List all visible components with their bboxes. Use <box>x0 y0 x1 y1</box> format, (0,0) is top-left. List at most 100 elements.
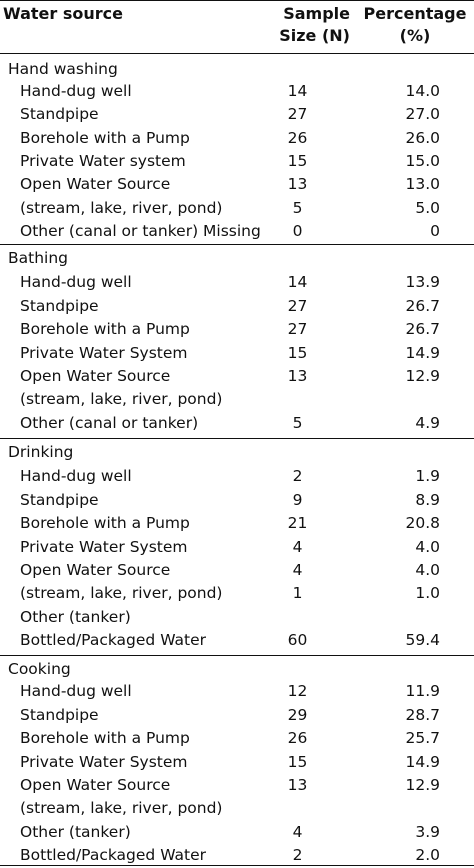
table-row: Private Water System 15 14.9 <box>0 342 474 365</box>
row-percentage: 0 <box>430 222 440 241</box>
row-sample-size: 2 <box>292 846 303 865</box>
row-label: Hand-dug well <box>20 273 132 292</box>
table-row: Private Water System 15 14.9 <box>0 751 474 774</box>
row-percentage: 20.8 <box>405 514 440 533</box>
row-sample-size: 60 <box>287 631 308 650</box>
row-percentage: 4.0 <box>415 537 440 556</box>
section-title: Bathing <box>8 249 69 267</box>
row-percentage: 14.0 <box>405 81 440 100</box>
row-label: Hand-dug well <box>20 467 132 486</box>
row-label: Other (canal or tanker) <box>20 413 199 432</box>
row-sample-size: 14 <box>287 273 308 292</box>
row-sample-size: 0 <box>292 222 303 241</box>
row-label: Standpipe <box>20 105 99 124</box>
row-percentage: 14.9 <box>405 343 440 362</box>
row-label: Private Water System <box>20 752 188 771</box>
table-row: Borehole with a Pump 27 26.7 <box>0 318 474 341</box>
row-label: Private Water System <box>20 537 188 556</box>
table-row: Bottled/Packaged Water 2 2.0 <box>0 844 474 867</box>
table-row: Standpipe 27 26.7 <box>0 295 474 318</box>
table-header: Water source Sample Size (N) Percentage … <box>0 0 474 54</box>
table-row: Hand-dug well 12 11.9 <box>0 680 474 703</box>
row-percentage: 3.9 <box>415 822 440 841</box>
row-percentage: 11.9 <box>405 682 440 701</box>
table-row: Other (canal or tanker) 5 4.9 <box>0 412 474 435</box>
table-row: Standpipe 27 27.0 <box>0 103 474 126</box>
section-title: Hand washing <box>8 60 118 78</box>
row-label: Open Water Source <box>20 776 171 794</box>
row-percentage: 15.0 <box>405 151 440 170</box>
section-bathing: Bathing Hand-dug well 14 13.9 Standpipe … <box>0 244 474 432</box>
section-cooking: Cooking Hand-dug well 12 11.9 Standpipe … <box>0 655 474 864</box>
row-percentage: 12.9 <box>405 776 440 794</box>
row-sample-size: 2 <box>292 467 303 486</box>
row-label: Standpipe <box>20 490 99 509</box>
row-label: Hand-dug well <box>20 682 132 701</box>
row-label: Other (canal or tanker) Missing <box>20 222 261 241</box>
row-sample-size: 27 <box>287 105 308 124</box>
row-sample-size: 5 <box>292 413 303 432</box>
row-sample-size: 14 <box>287 81 308 100</box>
row-label: Bottled/Packaged Water <box>20 631 207 650</box>
section-title: Drinking <box>8 443 74 461</box>
table-row: Open Water Source 4 4.0 <box>0 559 474 582</box>
row-percentage: 13.0 <box>405 175 440 194</box>
row-sample-size: 4 <box>292 822 303 841</box>
row-label: Borehole with a Pump <box>20 729 190 748</box>
row-label: Standpipe <box>20 296 99 315</box>
row-label: (stream, lake, river, pond) <box>20 584 223 603</box>
table-row: Open Water Source 13 13.0 <box>0 173 474 196</box>
section-title: Cooking <box>8 660 71 678</box>
row-label: Borehole with a Pump <box>20 128 190 147</box>
row-percentage: 12.9 <box>405 367 440 385</box>
row-percentage: 14.9 <box>405 752 440 771</box>
row-label: Other (tanker) <box>20 822 131 841</box>
row-label: Bottled/Packaged Water <box>20 846 207 865</box>
row-label: Private Water system <box>20 151 186 170</box>
row-percentage: 25.7 <box>405 729 440 748</box>
table-row: (stream, lake, river, pond) 5 5.0 <box>0 197 474 220</box>
row-percentage: 28.7 <box>405 705 440 724</box>
row-percentage: 13.9 <box>405 273 440 292</box>
table-row: Private Water System 4 4.0 <box>0 536 474 559</box>
row-label: Open Water Source <box>20 367 171 385</box>
row-percentage: 8.9 <box>415 490 440 509</box>
row-percentage: 26.7 <box>405 320 440 339</box>
row-sample-size: 13 <box>287 367 308 385</box>
table-row: Borehole with a Pump 21 20.8 <box>0 512 474 535</box>
row-label: Borehole with a Pump <box>20 514 190 533</box>
table-row: Open Water Source 13 12.9 <box>0 774 474 797</box>
row-sample-size: 26 <box>287 128 308 147</box>
column-header-water-source: Water source <box>3 4 123 23</box>
table-row: Standpipe 29 28.7 <box>0 704 474 727</box>
table-row: Other (tanker) 4 3.9 <box>0 821 474 844</box>
row-sample-size: 15 <box>287 343 308 362</box>
table-row: Bottled/Packaged Water 60 59.4 <box>0 629 474 652</box>
row-percentage: 5.0 <box>415 198 440 217</box>
row-sample-size: 13 <box>287 776 308 794</box>
row-percentage: 4.9 <box>415 413 440 432</box>
section-drinking: Drinking Hand-dug well 2 1.9 Standpipe 9… <box>0 438 474 649</box>
table-row: (stream, lake, river, pond) <box>0 388 474 411</box>
row-label: Open Water Source <box>20 561 171 579</box>
table-row: Hand-dug well 2 1.9 <box>0 465 474 488</box>
row-percentage: 1.0 <box>415 584 440 603</box>
row-sample-size: 15 <box>287 151 308 170</box>
row-sample-size: 27 <box>287 320 308 339</box>
row-sample-size: 12 <box>287 682 308 701</box>
column-header-percentage-line2: (%) <box>399 26 431 45</box>
row-percentage: 26.7 <box>405 296 440 315</box>
row-sample-size: 15 <box>287 752 308 771</box>
table-row: Other (canal or tanker) Missing 0 0 <box>0 220 474 243</box>
column-header-percentage-line1: Percentage <box>363 4 467 23</box>
row-label: Private Water System <box>20 343 188 362</box>
row-label: Other (tanker) <box>20 607 131 626</box>
table-row: (stream, lake, river, pond) <box>0 797 474 820</box>
row-percentage: 2.0 <box>415 846 440 865</box>
row-label: Open Water Source <box>20 175 171 194</box>
column-header-sample-size: Sample Size (N) <box>268 3 350 47</box>
table-row: (stream, lake, river, pond) 1 1.0 <box>0 582 474 605</box>
row-percentage: 27.0 <box>405 105 440 124</box>
row-percentage: 59.4 <box>405 631 440 650</box>
